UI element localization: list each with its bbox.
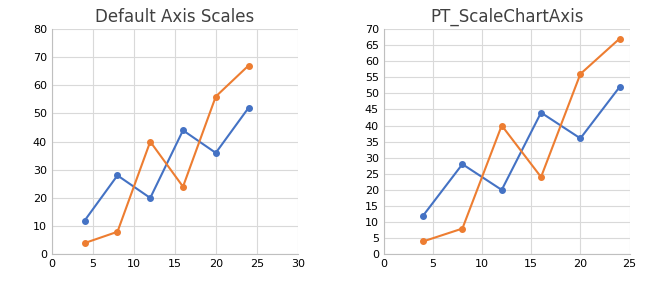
- Title: PT_ScaleChartAxis: PT_ScaleChartAxis: [430, 8, 583, 26]
- Title: Default Axis Scales: Default Axis Scales: [95, 8, 254, 26]
